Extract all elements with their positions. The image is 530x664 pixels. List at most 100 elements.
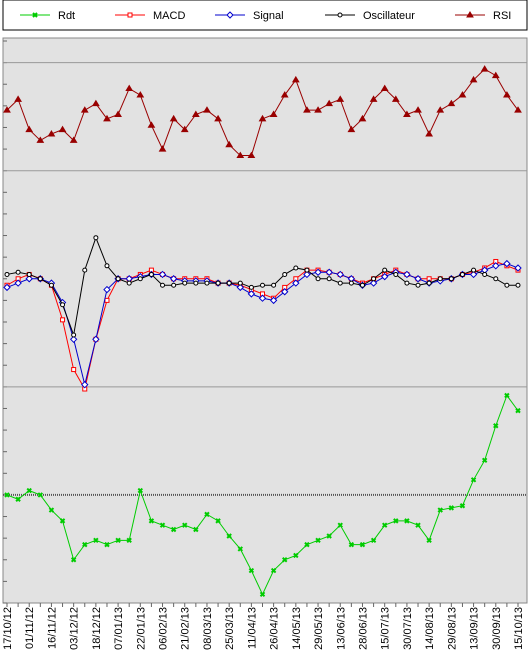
marker (137, 276, 143, 282)
marker (292, 279, 300, 287)
marker (103, 285, 111, 294)
marker (60, 317, 66, 323)
marker (459, 503, 466, 509)
marker (282, 271, 288, 277)
x-tick-label: 13/06/13 (335, 607, 347, 650)
marker (48, 507, 55, 513)
marker (225, 140, 234, 148)
marker (180, 125, 189, 133)
marker (127, 12, 133, 18)
marker (358, 114, 367, 122)
marker (491, 71, 500, 79)
marker (425, 129, 434, 137)
marker (248, 567, 255, 574)
legend-label: Signal (253, 10, 284, 22)
x-tick-label: 22/01/13 (135, 607, 147, 650)
marker (182, 280, 188, 286)
marker (82, 267, 88, 273)
marker (259, 591, 266, 598)
marker (159, 522, 166, 528)
marker (303, 106, 311, 113)
marker (93, 537, 99, 544)
marker (37, 276, 43, 282)
x-tick-label: 13/09/13 (469, 607, 481, 650)
marker (226, 11, 234, 19)
marker (47, 129, 56, 137)
x-tick-label: 30/07/13 (402, 607, 414, 650)
marker (293, 552, 299, 559)
x-tick-label: 03/12/12 (69, 607, 81, 650)
marker (437, 507, 443, 513)
marker (415, 522, 421, 528)
marker (371, 276, 377, 282)
marker (48, 282, 54, 288)
marker (103, 114, 111, 122)
marker (515, 407, 521, 414)
marker (25, 275, 33, 283)
marker (91, 99, 100, 107)
marker (380, 272, 389, 281)
marker (448, 505, 455, 511)
plot-area (2, 37, 528, 604)
marker (71, 367, 77, 373)
marker (458, 91, 467, 98)
marker (504, 282, 510, 288)
marker (426, 537, 432, 544)
marker (336, 95, 345, 102)
marker (214, 114, 222, 122)
marker (3, 283, 11, 292)
marker (359, 282, 365, 288)
marker (58, 125, 67, 133)
marker (504, 392, 510, 399)
marker (147, 121, 156, 128)
marker (270, 567, 277, 574)
marker (193, 526, 199, 533)
marker (436, 106, 445, 113)
marker (70, 557, 77, 563)
marker (158, 145, 167, 152)
marker (469, 270, 478, 279)
x-tick-label: 08/03/13 (202, 607, 214, 650)
x-tick-label: 30/09/13 (491, 607, 503, 650)
marker (69, 136, 78, 143)
x-tick-label: 17/10/12 (2, 607, 14, 650)
marker (404, 518, 410, 524)
marker (393, 271, 399, 277)
marker (293, 265, 299, 271)
x-tick-label: 18/12/12 (91, 607, 103, 650)
marker (82, 541, 88, 548)
marker (160, 282, 166, 288)
marker (325, 268, 333, 276)
marker (237, 280, 243, 286)
marker (326, 533, 332, 539)
marker (14, 95, 22, 102)
marker (125, 84, 134, 92)
marker (104, 297, 110, 303)
x-tick-label: 15/10/13 (513, 607, 525, 650)
marker (369, 279, 378, 287)
marker (15, 496, 21, 502)
x-tick-label: 26/04/13 (269, 607, 281, 650)
marker (247, 290, 256, 298)
marker (480, 65, 489, 72)
marker (258, 114, 267, 122)
marker (4, 271, 10, 277)
marker (104, 541, 110, 548)
marker (336, 270, 344, 279)
marker (247, 151, 256, 159)
marker (315, 537, 321, 544)
x-tick-label: 14/05/13 (291, 607, 303, 650)
marker (514, 106, 522, 113)
marker (203, 106, 211, 113)
marker (314, 268, 322, 276)
marker (115, 537, 121, 544)
x-tick-label: 06/02/13 (158, 607, 170, 650)
marker (136, 91, 145, 98)
legend-label: Oscillateur (363, 10, 415, 22)
marker (80, 106, 89, 113)
marker (15, 269, 21, 275)
x-tick-label: 16/11/12 (46, 607, 58, 649)
marker (337, 280, 343, 286)
marker (348, 280, 354, 286)
